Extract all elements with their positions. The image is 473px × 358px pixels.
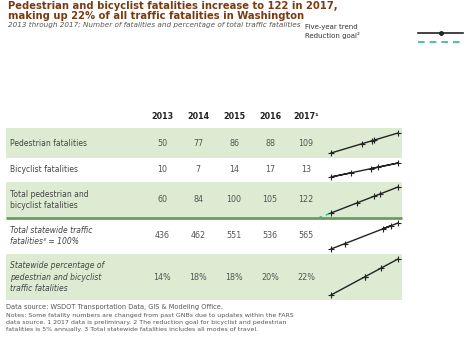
Text: 88: 88 bbox=[265, 139, 275, 147]
Text: 462: 462 bbox=[191, 232, 206, 241]
Text: 122: 122 bbox=[298, 195, 314, 204]
Text: 2013 through 2017; Number of fatalities and percentage of total traffic fataliti: 2013 through 2017; Number of fatalities … bbox=[8, 22, 300, 28]
Text: 100: 100 bbox=[227, 195, 242, 204]
Text: 109: 109 bbox=[298, 139, 314, 147]
Text: 10: 10 bbox=[157, 165, 167, 174]
Text: 18%: 18% bbox=[225, 272, 243, 281]
Text: 84: 84 bbox=[193, 195, 203, 204]
Text: 436: 436 bbox=[155, 232, 169, 241]
Text: 2013: 2013 bbox=[151, 112, 173, 121]
Text: Total statewide traffic
fatalities³ = 100%: Total statewide traffic fatalities³ = 10… bbox=[10, 226, 93, 246]
Text: Bicyclist fatalities: Bicyclist fatalities bbox=[10, 165, 78, 174]
Text: 14: 14 bbox=[229, 165, 239, 174]
Text: Data source: WSDOT Transportation Data, GIS & Modeling Office.: Data source: WSDOT Transportation Data, … bbox=[6, 304, 223, 310]
Bar bbox=[6, 158, 402, 182]
Text: 7: 7 bbox=[195, 165, 201, 174]
Text: Notes: Some fatality numbers are changed from past GNBs due to updates within th: Notes: Some fatality numbers are changed… bbox=[6, 313, 294, 332]
Text: 551: 551 bbox=[227, 232, 242, 241]
Text: 22%: 22% bbox=[297, 272, 315, 281]
Text: 105: 105 bbox=[263, 195, 278, 204]
Text: 2014: 2014 bbox=[187, 112, 209, 121]
Text: 77: 77 bbox=[193, 139, 203, 147]
Text: Five-year trend: Five-year trend bbox=[305, 24, 358, 30]
Text: 2015: 2015 bbox=[223, 112, 245, 121]
Text: making up 22% of all traffic fatalities in Washington: making up 22% of all traffic fatalities … bbox=[8, 11, 304, 21]
Text: 50: 50 bbox=[157, 139, 167, 147]
Text: 86: 86 bbox=[229, 139, 239, 147]
Text: Pedestrian and bicyclist fatalities increase to 122 in 2017,: Pedestrian and bicyclist fatalities incr… bbox=[8, 1, 338, 11]
Bar bbox=[6, 254, 402, 300]
Text: 20%: 20% bbox=[261, 272, 279, 281]
Bar bbox=[6, 128, 402, 158]
Text: 18%: 18% bbox=[189, 272, 207, 281]
Text: Total pedestrian and
bicyclist fatalities: Total pedestrian and bicyclist fatalitie… bbox=[10, 190, 88, 211]
Text: 2016: 2016 bbox=[259, 112, 281, 121]
Bar bbox=[6, 182, 402, 218]
Text: 13: 13 bbox=[301, 165, 311, 174]
Text: Reduction goal²: Reduction goal² bbox=[305, 32, 360, 39]
Text: 60: 60 bbox=[157, 195, 167, 204]
Text: 14%: 14% bbox=[153, 272, 171, 281]
Bar bbox=[6, 218, 402, 254]
Text: 536: 536 bbox=[263, 232, 278, 241]
Text: 17: 17 bbox=[265, 165, 275, 174]
Text: 2017¹: 2017¹ bbox=[293, 112, 319, 121]
Text: Statewide percentage of
pedestrian and bicyclist
traffic fatalities: Statewide percentage of pedestrian and b… bbox=[10, 261, 104, 293]
Text: Pedestrian fatalities: Pedestrian fatalities bbox=[10, 139, 87, 147]
Text: 565: 565 bbox=[298, 232, 314, 241]
